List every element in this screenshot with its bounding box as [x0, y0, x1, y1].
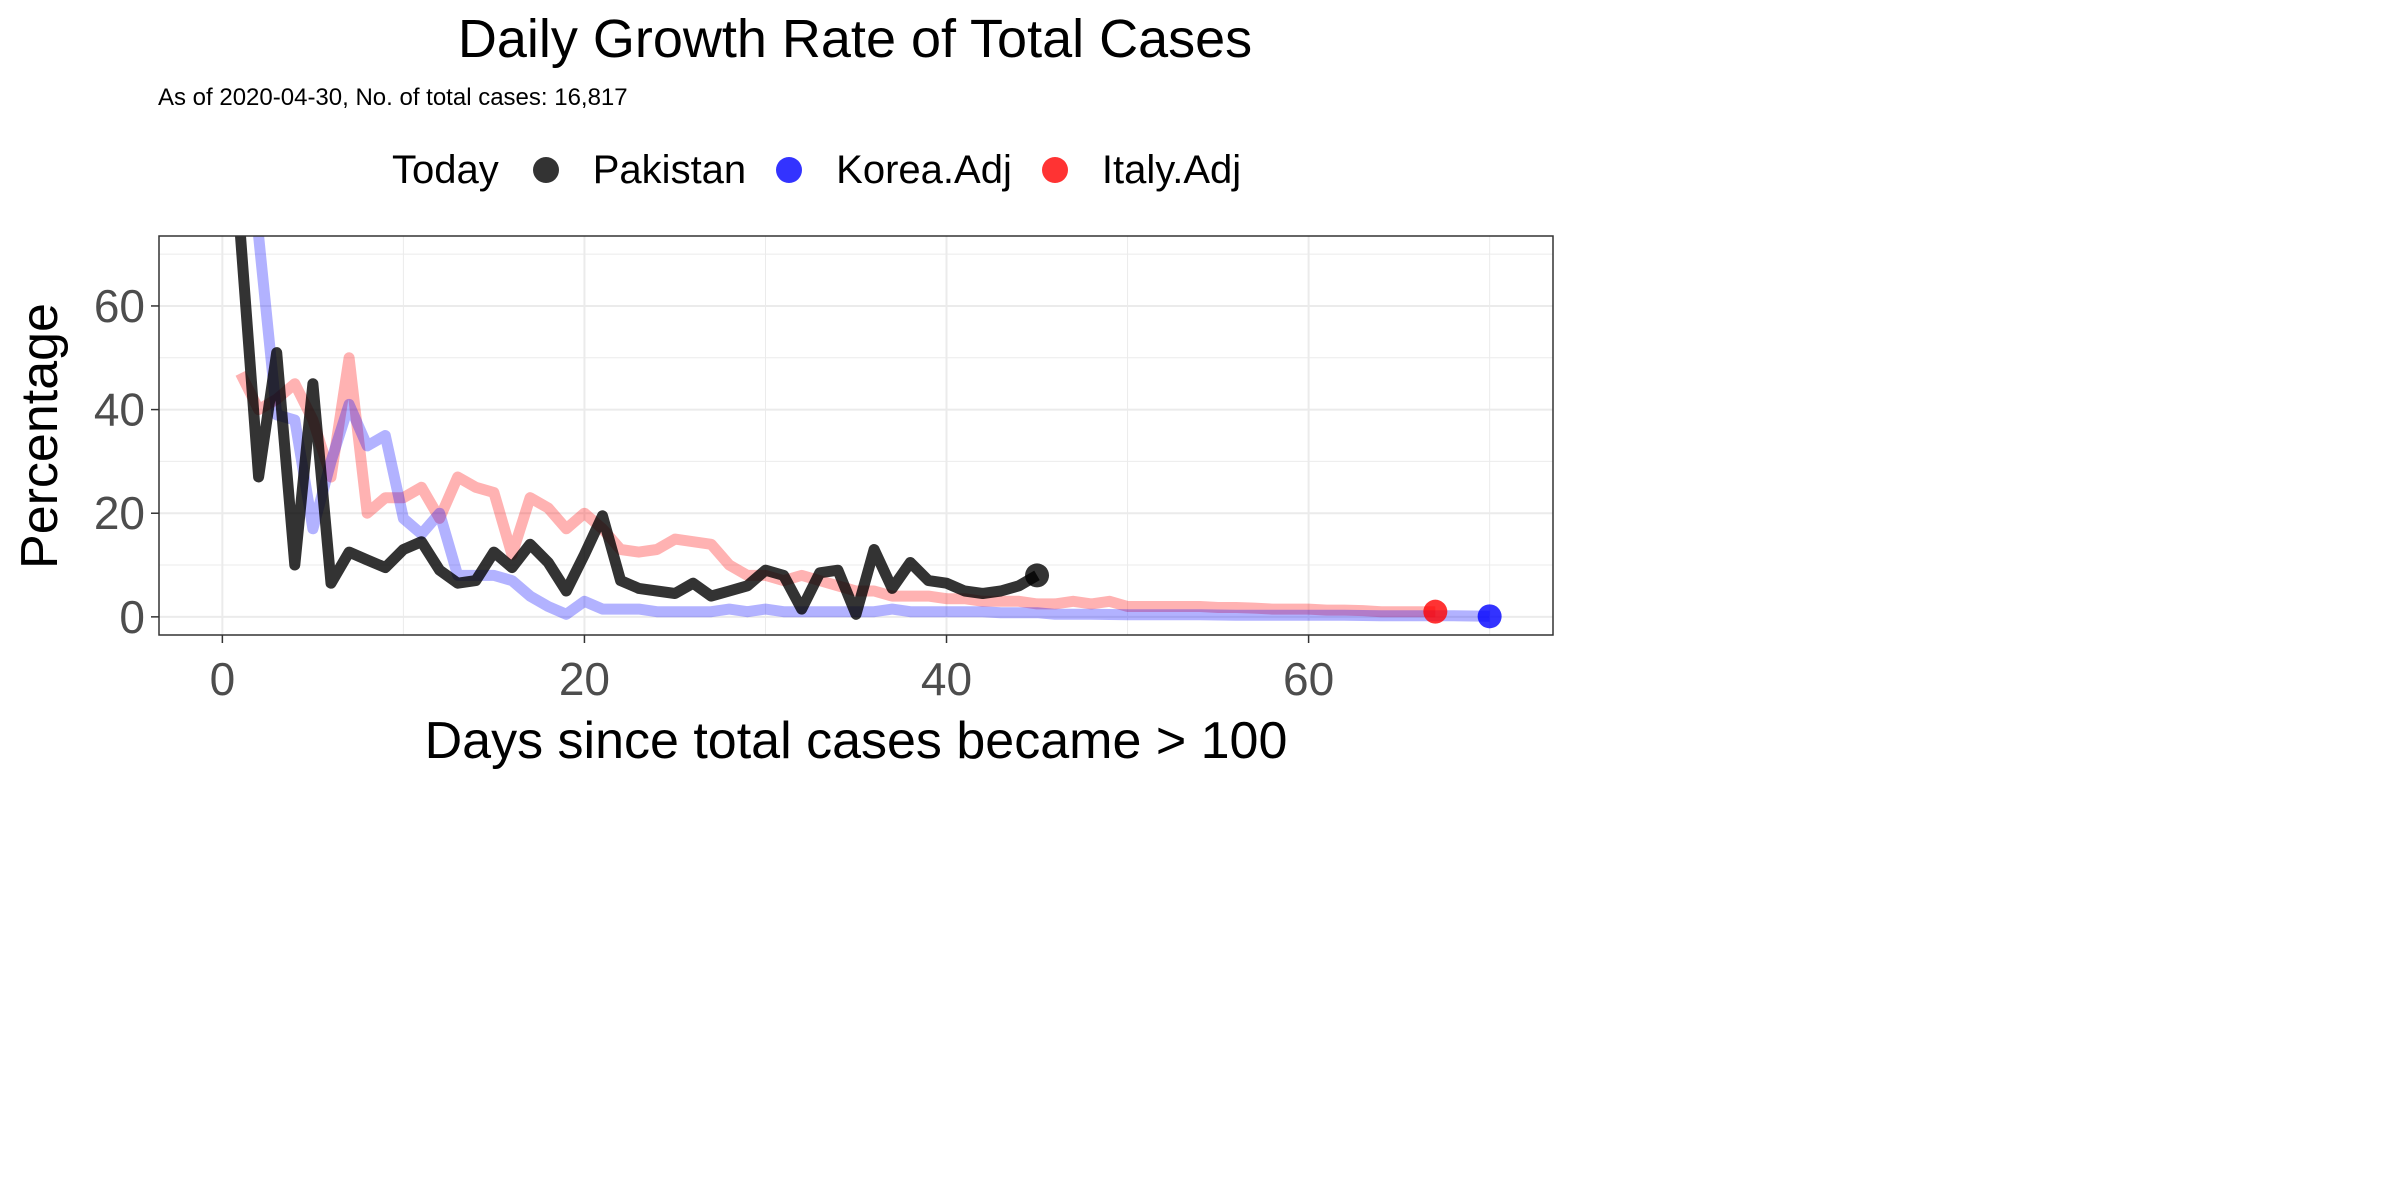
x-tick-label: 40: [921, 653, 972, 705]
legend: Today Pakistan Korea.Adj Italy.Adj: [392, 142, 1271, 198]
series-line-korea-adj: [253, 236, 1490, 622]
legend-dot-korea: [776, 157, 803, 183]
legend-title: Today: [392, 147, 499, 192]
plot-border: [158, 235, 1554, 636]
legend-dot-pakistan: [532, 157, 559, 183]
legend-label-italy: Italy.Adj: [1101, 147, 1242, 192]
today-point-italy-adj: [1423, 599, 1448, 624]
x-tick-label: 60: [1283, 653, 1334, 705]
chart-subtitle: As of 2020-04-30, No. of total cases: 16…: [158, 84, 628, 111]
legend-dot-italy: [1041, 157, 1068, 183]
series-layer: [235, 236, 1490, 622]
x-tick-label: 0: [210, 653, 236, 705]
chart-svg: 0 20 40 60 0 20 40 60 Days since total cases be…: [11, 235, 1554, 770]
x-tick-label: 20: [559, 653, 610, 705]
series-line-italy-adj: [235, 352, 1436, 618]
y-tick-label: 20: [94, 487, 145, 539]
axis-ticks: 0 20 40 60 0 20 40 60: [94, 280, 1334, 705]
y-tick-label: 0: [119, 591, 145, 643]
legend-label-korea: Korea.Adj: [836, 147, 1012, 192]
legend-item-korea: Korea.Adj: [776, 148, 1012, 193]
grid-lines: [159, 236, 1553, 635]
today-point-korea-adj: [1477, 604, 1502, 629]
chart-title: Daily Growth Rate of Total Cases: [457, 9, 1253, 69]
legend-item-pakistan: Pakistan: [532, 147, 747, 193]
y-axis-title: Percentage: [11, 303, 69, 569]
legend-item-italy: Italy.Adj: [1041, 147, 1242, 193]
legend-label-pakistan: Pakistan: [592, 147, 747, 192]
x-axis-title: Days since total cases became > 100: [425, 712, 1288, 770]
y-tick-label: 40: [94, 384, 145, 436]
today-point-pakistan: [1025, 563, 1050, 588]
series-line-pakistan: [235, 236, 1040, 620]
today-points-layer: [1025, 563, 1502, 629]
y-tick-label: 60: [94, 280, 145, 332]
